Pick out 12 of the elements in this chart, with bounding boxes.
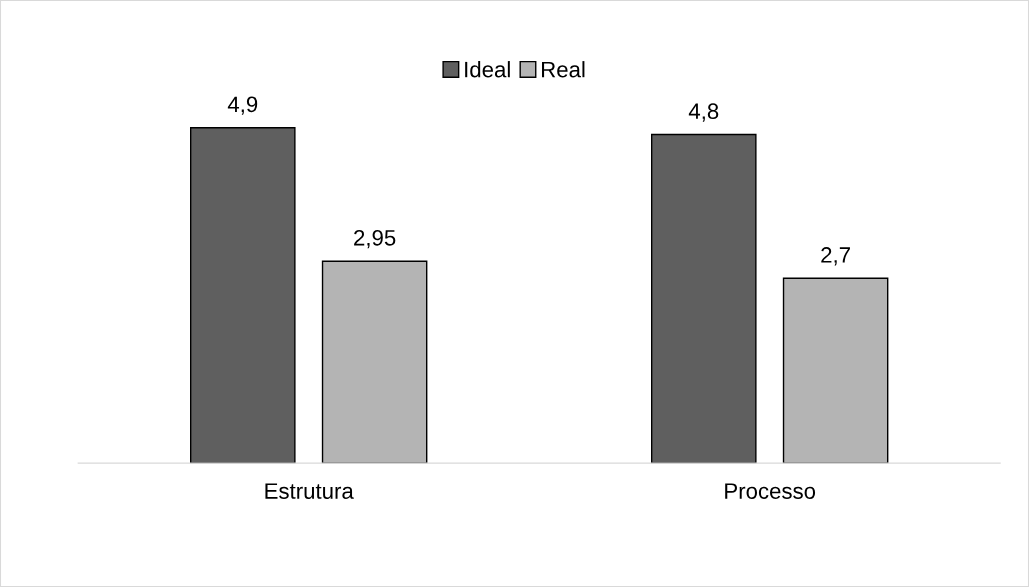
bar bbox=[321, 260, 428, 464]
data-label: 2,95 bbox=[354, 229, 396, 249]
data-label: 4,9 bbox=[227, 96, 258, 115]
x-tick-label: Processo bbox=[725, 483, 816, 499]
bar bbox=[782, 277, 889, 464]
data-label: 2,7 bbox=[821, 247, 850, 266]
legend-label: Real bbox=[542, 61, 585, 78]
bar bbox=[650, 133, 757, 464]
data-label: 4,8 bbox=[688, 103, 719, 122]
bar bbox=[189, 127, 296, 464]
legend-label: Ideal bbox=[465, 61, 510, 78]
x-tick-label: Estrutura bbox=[265, 483, 354, 499]
